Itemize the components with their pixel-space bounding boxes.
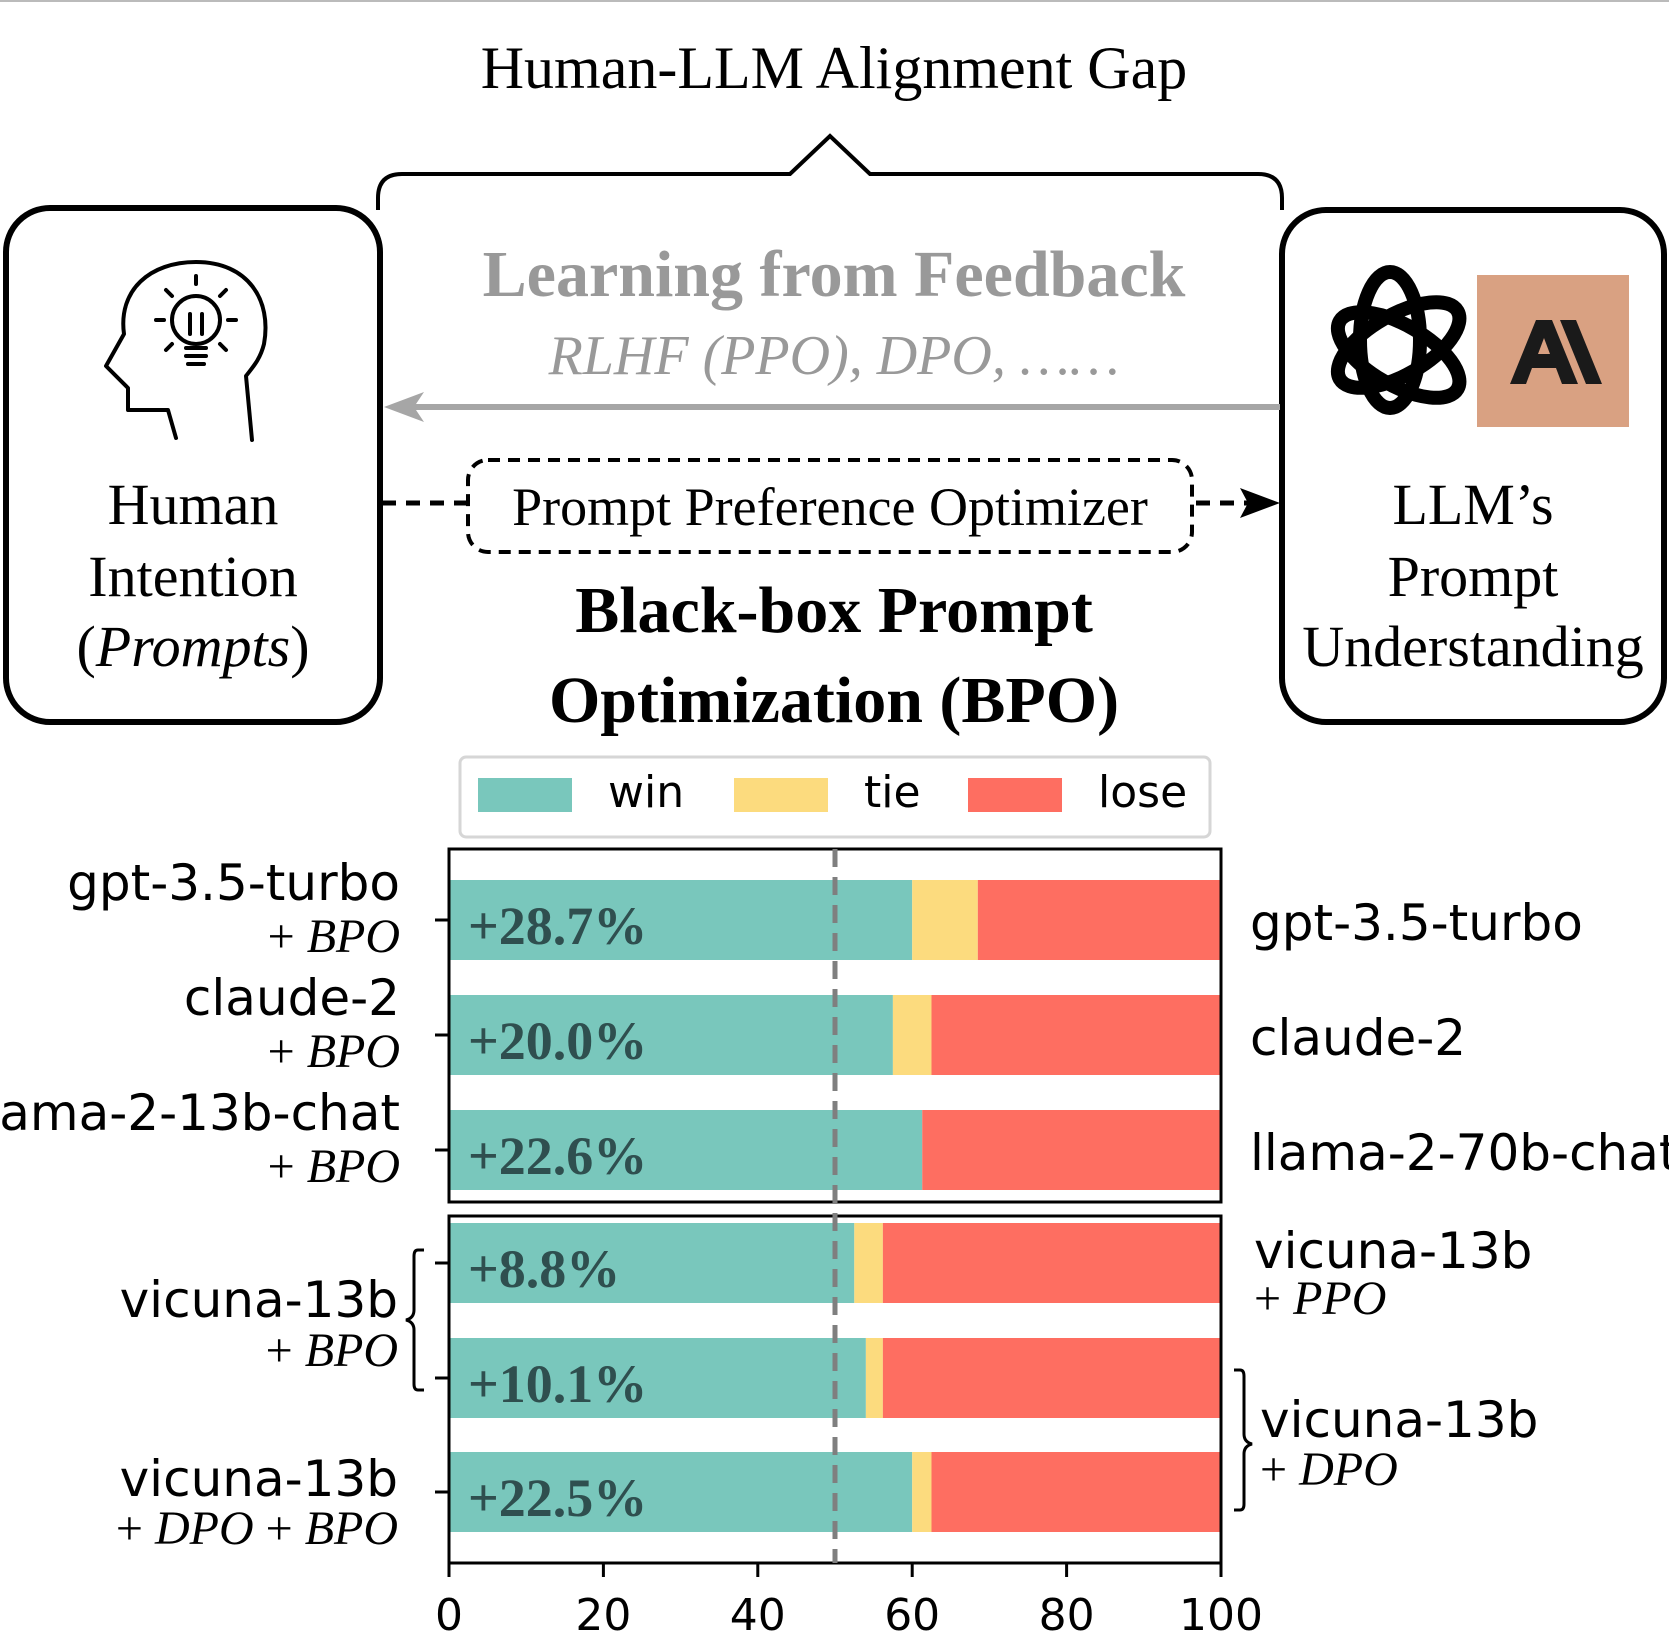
right-brace [1234,1368,1253,1512]
feedback-methods: RLHF (PPO), DPO, …… [548,325,1120,387]
left-model-label-name: llama-2-13b-chat [0,1084,400,1142]
bar-win [449,1223,855,1303]
chart-legend: win tie lose [458,755,1212,839]
x-tick-label: 40 [730,1590,786,1641]
legend-label-lose: lose [1098,767,1187,818]
bar-lose [931,995,1221,1075]
feedback-arrow [384,392,1280,422]
bpo-title-line1: Black-box Prompt [575,574,1093,647]
left-model-label-sub: + BPO [268,910,400,963]
bar-tie [854,1223,883,1303]
human-intention-line2: Intention [88,544,297,609]
llm-understanding-line3: Understanding [1302,614,1644,679]
llm-understanding-box [1279,207,1667,725]
right-model-label-sub: + DPO [1260,1443,1398,1496]
optimizer-arrow [382,488,1280,518]
legend-swatch-tie [734,778,828,812]
llm-understanding-line2: Prompt [1388,544,1559,609]
human-intention-line1: Human [108,472,279,537]
bar-gain-label: +8.8% [468,1239,620,1299]
bar-tie [865,1338,883,1418]
bar-win [449,995,893,1075]
legend-frame [458,755,1212,839]
x-tick-label: 20 [575,1590,631,1641]
right-model-label: gpt-3.5-turbo [1250,894,1583,952]
optimizer-box [466,458,1194,554]
left-model-label-name: vicuna-13b [120,1450,398,1508]
right-model-label-sub: + PPO [1254,1272,1386,1325]
legend-swatch-win [478,778,572,812]
left-model-label-name: claude-2 [184,969,400,1027]
right-model-label: claude-2 [1250,1009,1466,1067]
feedback-title: Learning from Feedback [483,238,1186,311]
bar-lose [977,880,1221,960]
left-model-label-sub: + DPO + BPO [116,1502,398,1555]
left-model-label-sub: + BPO [266,1324,398,1377]
bar-lose [882,1223,1221,1303]
human-intention-box [3,205,383,725]
left-model-label-name: gpt-3.5-turbo [67,854,400,912]
legend-label-win: win [608,767,684,818]
bar-gain-label: +22.6% [468,1126,647,1186]
legend-label-tie: tie [864,767,921,818]
x-tick-label: 80 [1039,1590,1095,1641]
bar-lose [922,1110,1221,1190]
bar-tie [892,995,932,1075]
win-tie-lose-chart: +28.7% +20.0% +22.6% +8.8% +10.1% +22.5% 0 20 40… [0,847,1669,1641]
x-tick-label: 100 [1179,1590,1263,1641]
head-lightbulb-icon [104,260,268,442]
bar-tie [912,880,978,960]
gap-title: Human-LLM Alignment Gap [481,35,1188,101]
anthropic-logo [1477,275,1629,427]
bar-win [449,1110,923,1190]
left-brace [405,1248,424,1392]
left-model-label-name: vicuna-13b [120,1271,398,1329]
gap-brace [376,133,1284,210]
optimizer-label: Prompt Preference Optimizer [512,477,1148,537]
left-model-label-sub: + BPO [268,1140,400,1193]
bar-gain-label: +28.7% [468,896,647,956]
bar-gain-label: +20.0% [468,1011,647,1071]
right-model-label-name: vicuna-13b [1254,1222,1532,1280]
llm-understanding-line1: LLM’s [1392,472,1553,537]
legend-swatch-lose [968,778,1062,812]
bar-tie [912,1452,932,1532]
bar-gain-label: +10.1% [468,1354,647,1414]
bar-lose [931,1452,1221,1532]
human-intention-line3: (Prompts) [76,614,309,679]
bpo-title-line2: Optimization (BPO) [549,664,1119,737]
right-model-label: llama-2-70b-chat [1250,1124,1669,1182]
x-tick-label: 0 [435,1590,463,1641]
x-tick-label: 60 [884,1590,940,1641]
left-model-label-sub: + BPO [268,1025,400,1078]
bar-lose [882,1338,1221,1418]
bar-gain-label: +22.5% [468,1468,647,1528]
right-model-label-name: vicuna-13b [1260,1391,1538,1449]
bar-win [449,1338,866,1418]
openai-logo [1330,265,1467,415]
